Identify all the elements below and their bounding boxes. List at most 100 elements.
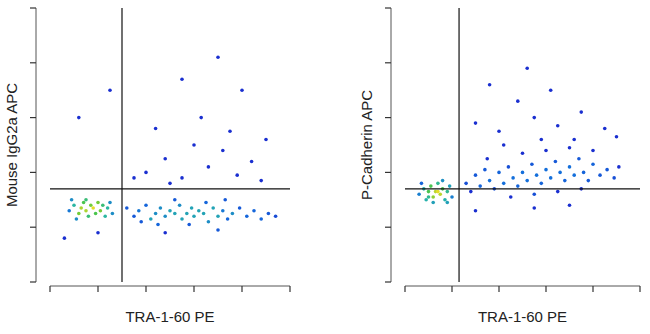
event-dot <box>478 184 482 188</box>
event-dot <box>226 217 230 221</box>
event-dot <box>464 182 468 186</box>
x-tick <box>49 286 50 292</box>
x-axis-label: TRA-1-60 PE <box>478 308 567 325</box>
event-dot <box>530 162 534 166</box>
event-dot <box>187 223 191 227</box>
event-dot <box>101 203 105 207</box>
event-dot <box>474 173 478 177</box>
event-dot <box>192 214 196 218</box>
event-dot <box>420 182 424 186</box>
event-dot <box>417 193 421 197</box>
event-dot <box>502 143 506 147</box>
event-dot <box>223 198 227 202</box>
y-tick <box>30 117 36 118</box>
event-dot <box>84 209 88 213</box>
event-dot <box>525 66 529 70</box>
y-axis <box>391 8 392 282</box>
event-dot <box>221 209 225 213</box>
event-dot <box>144 203 148 207</box>
event-dot <box>568 203 572 207</box>
event-dot <box>207 220 211 224</box>
event-dot <box>70 198 74 202</box>
event-dot <box>483 168 487 172</box>
gate-vertical <box>458 8 459 282</box>
event-dot <box>75 217 79 221</box>
event-dot <box>488 83 492 87</box>
event-dot <box>617 165 621 169</box>
event-dot <box>441 179 445 183</box>
event-dot <box>111 212 115 216</box>
y-tick <box>385 117 391 118</box>
event-dot <box>91 206 95 210</box>
gate-vertical <box>121 8 122 282</box>
panel: TRA-1-60 PEMouse IgG2a APC <box>3 8 290 325</box>
event-dot <box>485 157 489 161</box>
event-dot <box>108 201 112 205</box>
event-dot <box>497 130 501 134</box>
x-tick <box>451 286 452 292</box>
event-dot <box>544 149 548 153</box>
event-dot <box>94 212 98 216</box>
event-dot <box>238 206 242 210</box>
event-dot <box>108 88 112 92</box>
event-dot <box>221 149 225 153</box>
event-dot <box>132 214 136 218</box>
event-dot <box>436 182 440 186</box>
event-dot <box>598 173 602 177</box>
x-tick <box>498 286 499 292</box>
event-dot <box>446 190 450 194</box>
event-dot <box>431 195 435 199</box>
y-axis-label: P-Cadherin APC <box>358 90 375 200</box>
event-dot <box>168 182 172 186</box>
event-dot <box>180 176 184 180</box>
event-dot <box>474 121 478 125</box>
event-dot <box>137 209 141 213</box>
event-dot <box>99 209 103 213</box>
event-dot <box>579 110 583 114</box>
event-dot <box>67 209 71 213</box>
event-dot <box>525 179 529 183</box>
y-tick <box>30 227 36 228</box>
event-dot <box>427 190 431 194</box>
event-dot <box>558 171 562 175</box>
gate-horizontal <box>405 188 640 189</box>
event-dot <box>125 206 129 210</box>
event-dot <box>563 179 567 183</box>
event-dot <box>180 217 184 221</box>
event-dot <box>424 198 428 202</box>
event-dot <box>207 165 211 169</box>
event-dot <box>535 173 539 177</box>
event-dot <box>163 214 167 218</box>
event-dot <box>568 165 572 169</box>
x-axis-label: TRA-1-60 PE <box>125 308 214 325</box>
event-dot <box>502 182 506 186</box>
event-dot <box>132 176 136 180</box>
y-tick <box>30 172 36 173</box>
event-dot <box>79 206 83 210</box>
plot-area <box>50 8 290 282</box>
x-axis <box>50 286 290 287</box>
event-dot <box>572 173 576 177</box>
event-dot <box>103 214 107 218</box>
event-dot <box>587 179 591 183</box>
event-dot <box>89 203 93 207</box>
event-dot <box>84 198 88 202</box>
event-dot <box>516 99 520 103</box>
event-dot <box>231 212 235 216</box>
event-dot <box>144 171 148 175</box>
y-tick <box>30 7 36 8</box>
event-dot <box>180 77 184 81</box>
event-dot <box>615 135 619 139</box>
event-dot <box>436 190 440 194</box>
event-dot <box>267 212 271 216</box>
event-dot <box>549 88 553 92</box>
event-dot <box>197 209 201 213</box>
x-tick <box>145 286 146 292</box>
event-dot <box>474 209 478 213</box>
event-dot <box>577 157 581 161</box>
event-dot <box>87 214 91 218</box>
x-tick <box>592 286 593 292</box>
x-tick <box>289 286 290 292</box>
event-dot <box>438 193 442 197</box>
event-dot <box>154 212 158 216</box>
